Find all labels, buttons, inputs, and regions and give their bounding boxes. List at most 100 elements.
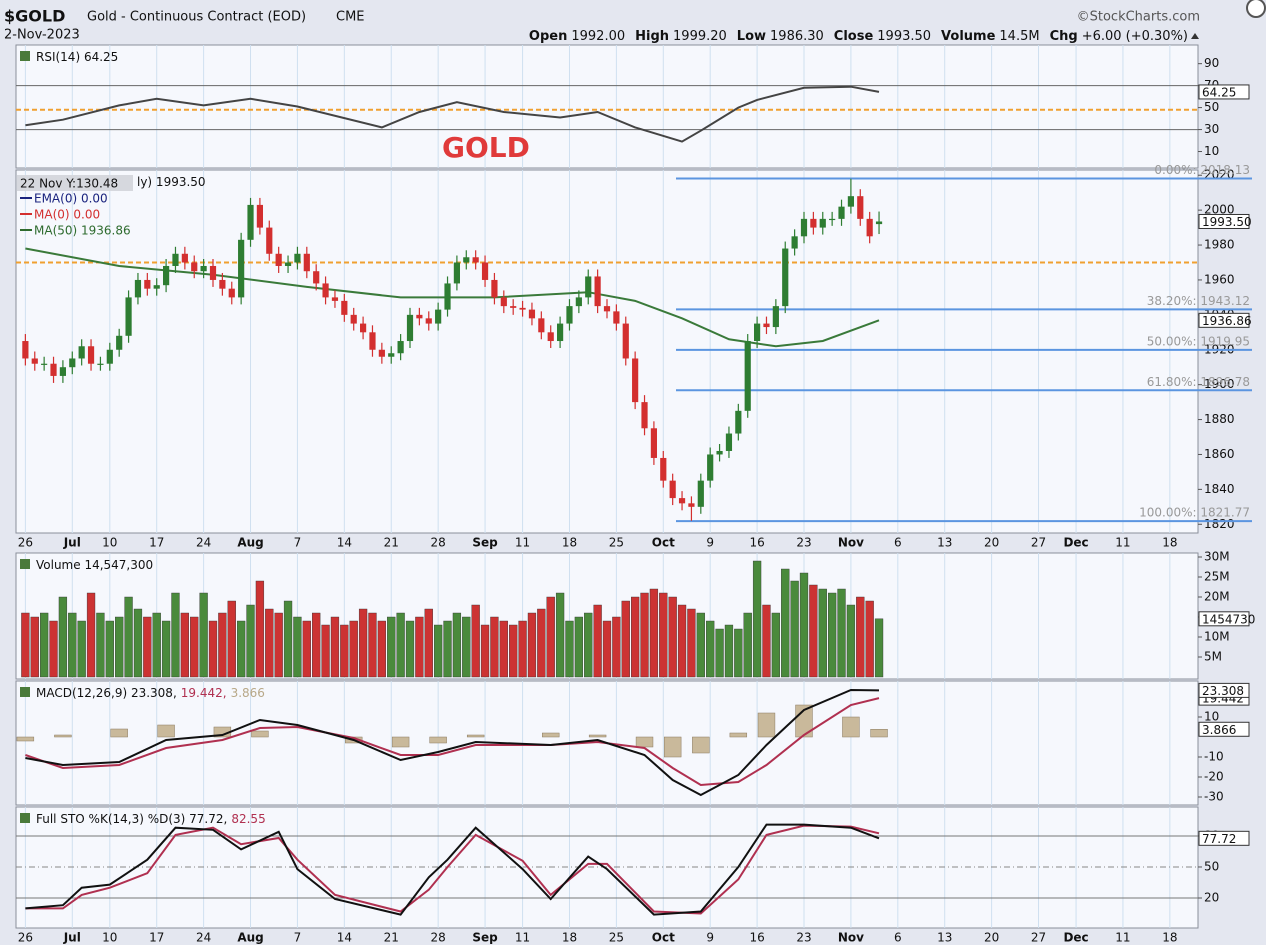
volume-bar: [237, 620, 246, 678]
histogram-bar: [54, 734, 72, 738]
histogram-bar: [251, 730, 269, 738]
candle-body: [359, 323, 367, 333]
volume-bar: [68, 612, 77, 678]
x-tick-label: Dec: [1063, 536, 1088, 550]
candle-body: [444, 283, 451, 310]
candle-body: [603, 306, 611, 312]
y-tick-label: 20: [1204, 891, 1219, 905]
close-button[interactable]: [1246, 0, 1266, 18]
x-tick-label: 27: [1031, 931, 1046, 945]
volume-bar: [612, 616, 621, 678]
candle-body: [528, 309, 536, 319]
y-tick-label: -20: [1204, 770, 1224, 784]
candle-body: [716, 450, 723, 455]
volume-bar: [818, 588, 827, 678]
candle-body: [238, 239, 245, 298]
legend-entry: EMA(0) 0.00: [34, 192, 108, 206]
volume-bar: [471, 604, 480, 678]
panel-label-part: 19.442,: [181, 686, 227, 700]
indicator-line: [25, 688, 880, 797]
x-tick-label: Sep: [472, 931, 498, 945]
candle-body: [313, 271, 320, 284]
candle-body: [116, 335, 123, 350]
volume-bar: [265, 608, 274, 678]
candle-body: [829, 218, 836, 221]
x-tick-label: 23: [796, 931, 811, 945]
candle-body: [378, 349, 385, 357]
histogram-bar: [16, 736, 35, 742]
candle-body: [266, 227, 273, 254]
candle-body: [810, 218, 817, 228]
volume-bar: [424, 608, 433, 678]
volume-bar: [293, 616, 302, 678]
candle-body: [87, 346, 95, 364]
quote-label: Low: [737, 29, 766, 44]
quote-label: Open: [529, 29, 567, 44]
candle-body: [688, 503, 695, 507]
value-box: [1198, 611, 1250, 627]
value-box: [1198, 84, 1250, 100]
y-tick-label: 20M: [1204, 590, 1230, 604]
candle-body: [22, 341, 29, 359]
y-tick-label: 90: [1204, 56, 1219, 70]
volume-bar: [527, 612, 537, 678]
histogram-bar: [110, 728, 128, 738]
candle-body: [866, 218, 873, 237]
quote-value: 1992.00: [571, 29, 625, 44]
candle-body: [547, 332, 554, 342]
candle-body: [678, 498, 686, 504]
volume-bar: [734, 628, 743, 678]
volume-bar: [621, 600, 630, 678]
x-tick-label: 13: [937, 931, 952, 945]
volume-bar: [631, 596, 640, 678]
value-box: [1198, 830, 1250, 846]
x-tick-label: 6: [894, 536, 902, 550]
candle-body: [838, 206, 845, 219]
volume-bar: [321, 624, 330, 678]
volume-bar: [124, 596, 133, 678]
candle-body: [191, 262, 198, 272]
x-tick-label: 11: [1115, 536, 1130, 550]
candle-body: [247, 204, 254, 240]
candle-body: [669, 480, 676, 499]
volume-bar: [696, 612, 705, 678]
value-box-label: 1936.86: [1202, 314, 1252, 328]
candle-body: [200, 265, 207, 272]
candle-body: [144, 279, 151, 289]
candle-body: [275, 253, 282, 266]
volume-bar: [799, 572, 809, 678]
candle-body: [463, 257, 470, 263]
histogram-bar: [692, 736, 710, 754]
annotation: GOLD: [442, 131, 530, 164]
volume-bar: [555, 592, 565, 678]
histogram-bar: [635, 736, 654, 748]
x-tick-label: 17: [149, 536, 164, 550]
value-box-label: 23.308: [1202, 684, 1244, 698]
candle-body: [632, 358, 639, 403]
panel-label-part: Volume 14,547,300: [36, 558, 153, 572]
x-tick-label: Nov: [838, 536, 864, 550]
collapse-icon[interactable]: [1191, 33, 1199, 39]
value-box: [1198, 312, 1250, 328]
tooltip-box: [17, 175, 133, 191]
candle-body: [435, 309, 442, 324]
value-box: [1198, 682, 1250, 698]
x-tick-label: 28: [431, 931, 446, 945]
candle-body: [31, 358, 38, 364]
x-tick-label: 18: [562, 931, 577, 945]
y-tick-label: 2000: [1204, 203, 1235, 217]
volume-bar: [546, 596, 555, 678]
volume-bar: [58, 596, 68, 678]
candle-body: [331, 297, 339, 301]
volume-bar: [246, 604, 255, 678]
volume-bar: [752, 560, 762, 678]
volume-bar: [415, 616, 424, 678]
volume-bar: [274, 612, 283, 678]
x-tick-label: 16: [749, 536, 764, 550]
tooltip: 22 Nov Y:130.48: [20, 177, 118, 191]
candle-body: [847, 196, 855, 207]
x-tick-label: 28: [431, 536, 446, 550]
value-box: [1198, 213, 1250, 229]
volume-bar: [649, 588, 659, 678]
